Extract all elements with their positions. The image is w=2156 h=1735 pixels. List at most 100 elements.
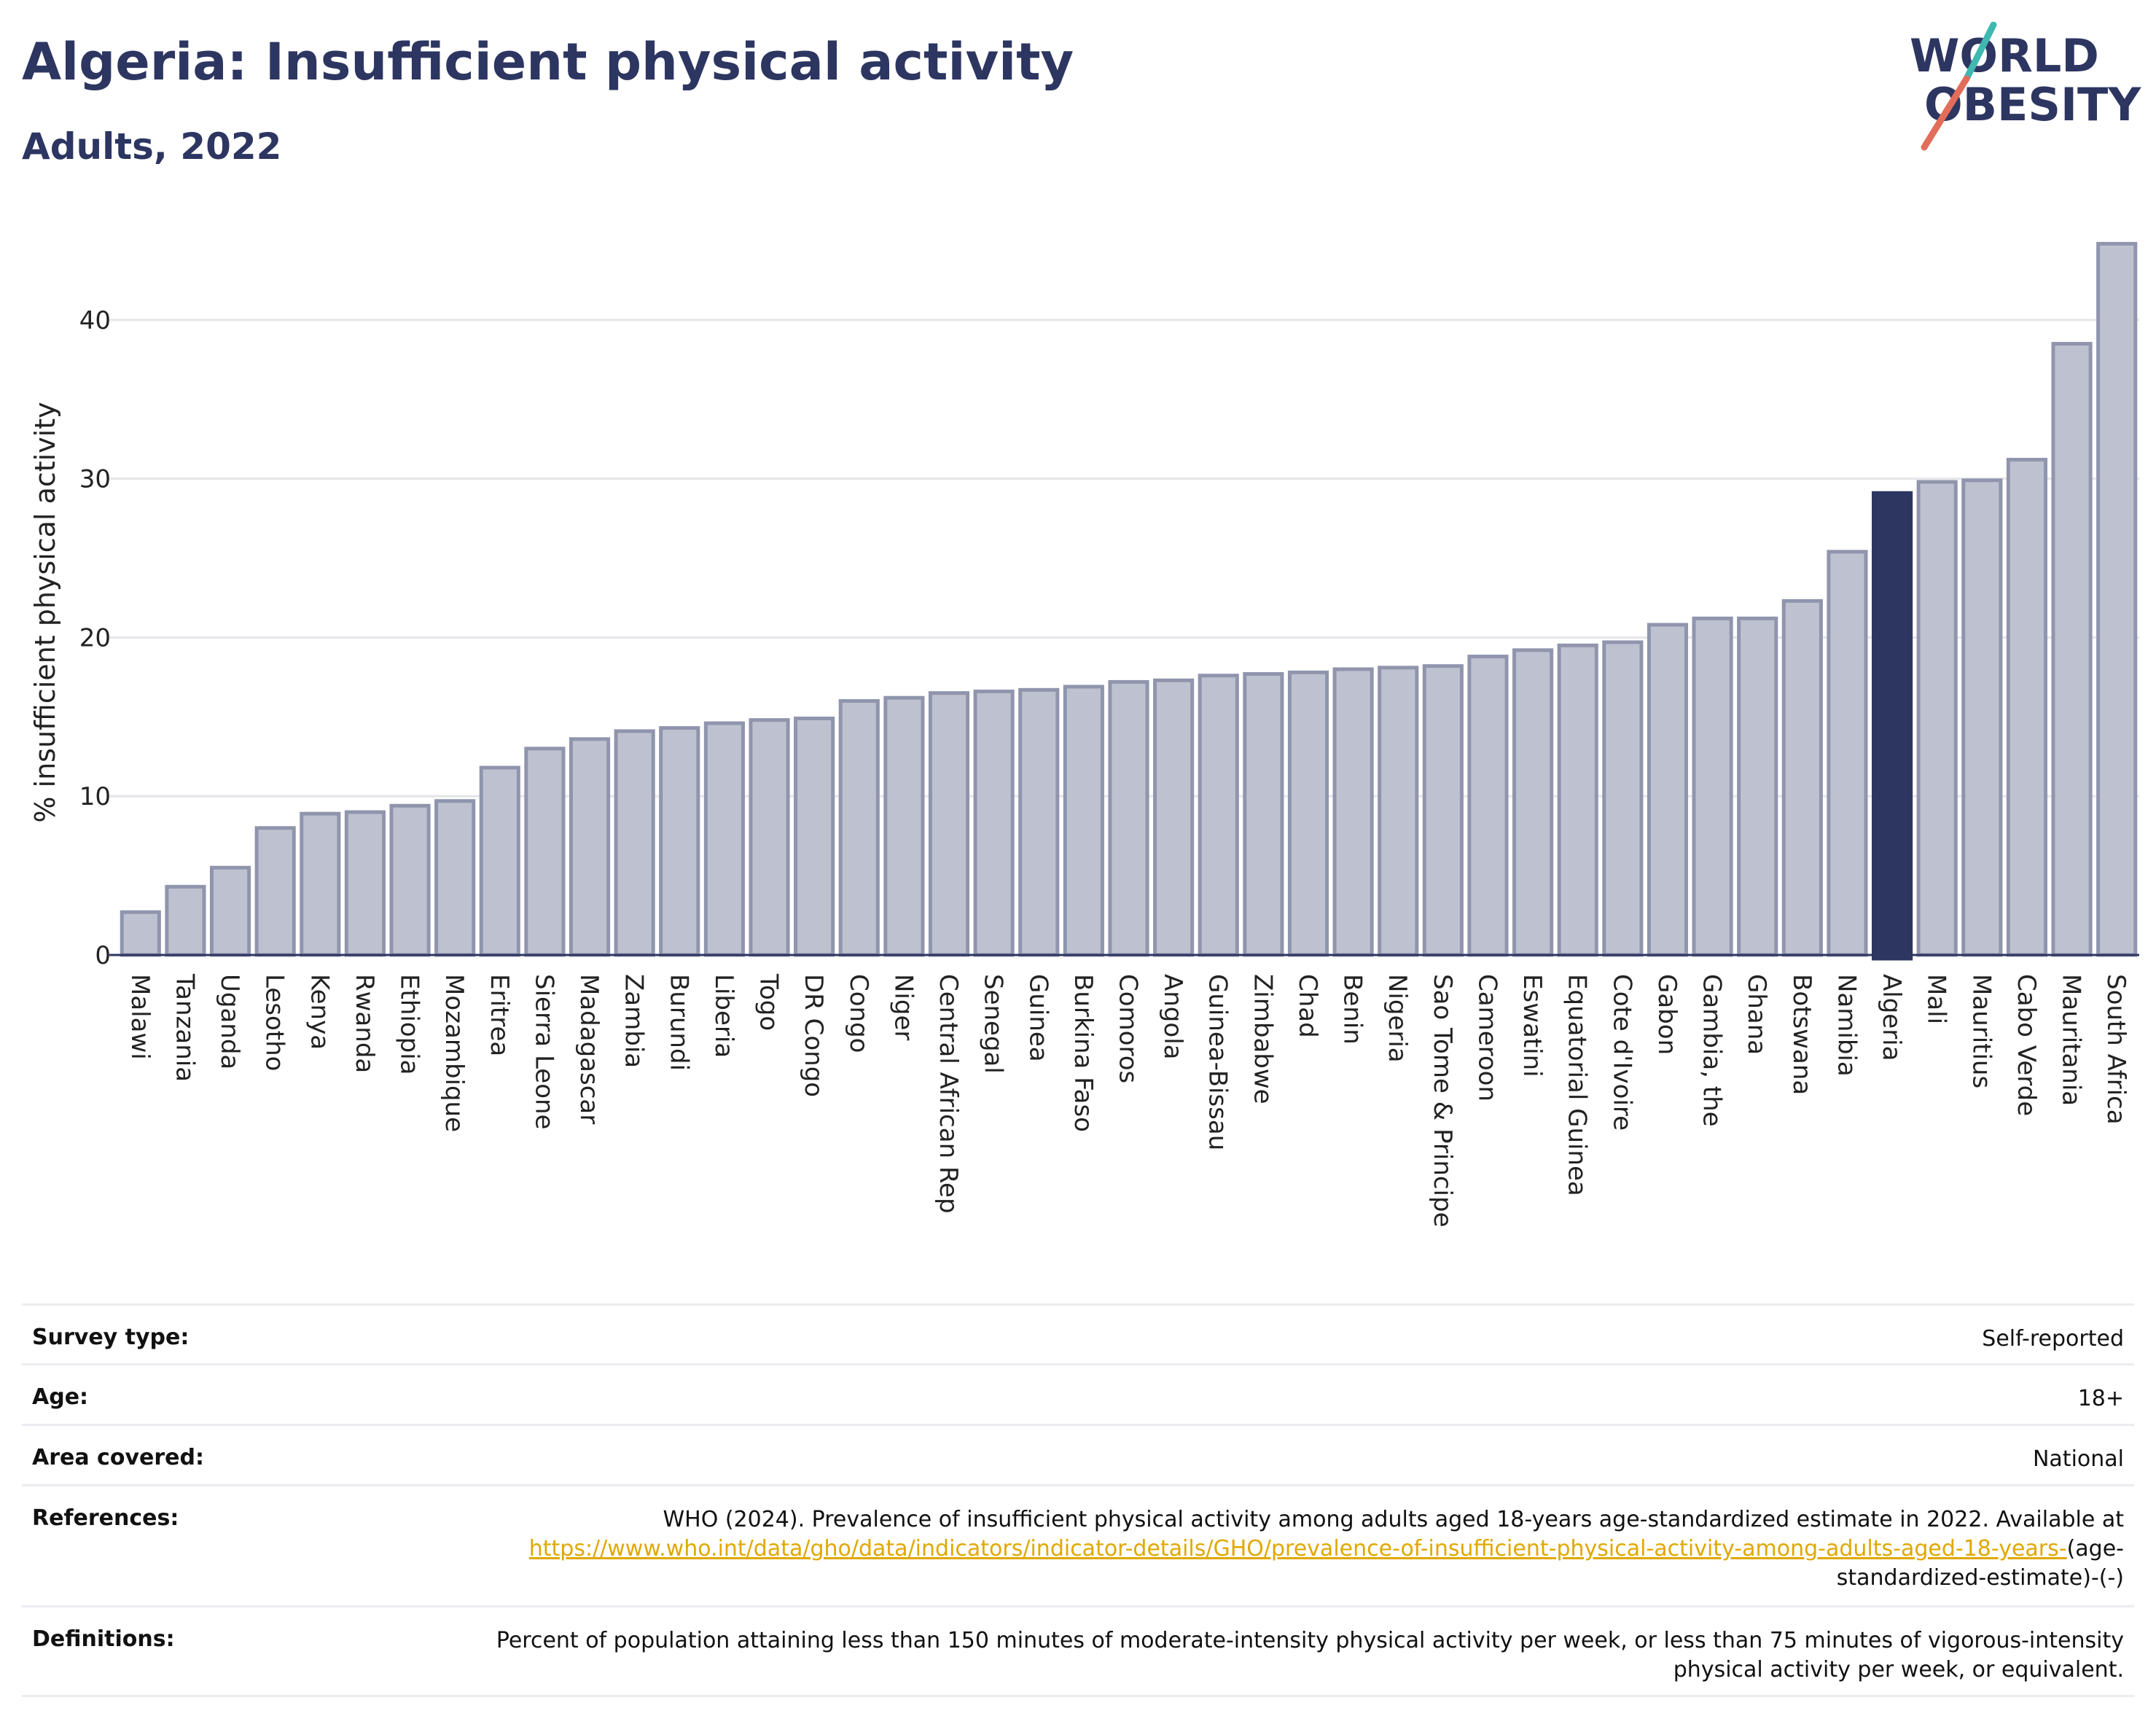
bar-burundi (659, 726, 700, 957)
bar-gambia-the (1692, 616, 1733, 957)
references-text: WHO (2024). Prevalence of insufficient p… (663, 1507, 2124, 1532)
bar-uganda (209, 865, 251, 957)
bar-liberia (703, 721, 745, 957)
area-covered-value: National (2032, 1446, 2124, 1472)
x-tick-label: Congo (844, 974, 873, 1053)
x-tick-label: Cote d'Ivoire (1607, 974, 1636, 1131)
bar-south-africa (2096, 241, 2138, 957)
y-axis-ticks: 0 10 20 30 40 (79, 306, 111, 970)
x-tick-label: Tanzania (170, 973, 199, 1082)
bar-benin (1332, 667, 1374, 957)
bar-tanzania (165, 884, 206, 957)
y-tick-label: 40 (79, 306, 111, 335)
x-tick-label: Burundi (664, 974, 693, 1071)
bar-angola (1153, 678, 1195, 957)
x-tick-label: Mozambique (440, 974, 469, 1132)
x-tick-label: Equatorial Guinea (1563, 974, 1592, 1196)
x-tick-label: Benin (1338, 974, 1367, 1045)
logo-slash-coral (1921, 75, 1970, 151)
x-tick-label: Cabo Verde (2012, 974, 2041, 1116)
x-tick-label: Algeria (1877, 974, 1906, 1061)
bar-dr-congo (794, 717, 835, 957)
logo-line-1: WORLD (1910, 29, 2099, 82)
bar-chad (1287, 670, 1329, 957)
references-suffix: (age-standardized-estimate)-(-) (1836, 1536, 2124, 1591)
x-tick-label: Gabon (1652, 974, 1682, 1055)
x-tick-label: South Africa (2101, 974, 2130, 1125)
x-tick-label: Eswatini (1518, 974, 1547, 1077)
bar-equatorial-guinea (1557, 643, 1598, 957)
survey-type-label: Survey type: (32, 1325, 190, 1350)
x-tick-label: Namibia (1832, 974, 1861, 1077)
bar-lesotho (254, 826, 296, 957)
bar-burkina-faso (1063, 685, 1104, 957)
x-tick-label: Madagascar (574, 974, 604, 1124)
x-tick-label: Ghana (1742, 974, 1771, 1055)
bar-mauritania (2051, 342, 2093, 957)
age-value: 18+ (2077, 1386, 2124, 1411)
x-tick-label: Eritrea (485, 974, 514, 1056)
bar-algeria (1872, 491, 1913, 961)
x-tick-label: Sierra Leone (529, 974, 558, 1129)
page-subtitle: Adults, 2022 (22, 125, 282, 168)
bar-guinea-bissau (1198, 674, 1239, 957)
area-covered-label: Area covered: (32, 1445, 204, 1470)
x-tick-label: Senegal (979, 974, 1008, 1074)
x-tick-label: Mauritius (1966, 974, 1996, 1088)
info-row-references: References: WHO (2024). Prevalence of in… (22, 1484, 2134, 1605)
bar-zimbabwe (1243, 672, 1284, 957)
bar-central-african-rep (928, 691, 970, 957)
bar-malawi (120, 910, 161, 957)
x-tick-label: Rwanda (350, 974, 379, 1073)
x-tick-label: Guinea (1023, 974, 1052, 1062)
bar-kenya (300, 811, 341, 957)
bar-congo (838, 699, 880, 957)
bar-ghana (1737, 616, 1778, 957)
bar-zambia (614, 729, 655, 957)
info-row-survey-type: Survey type: Self-reported (22, 1303, 2134, 1363)
bar-mauritius (1961, 478, 2003, 957)
x-tick-label: Burkina Faso (1069, 974, 1098, 1132)
x-tick-label: Angola (1158, 974, 1187, 1059)
info-table: Survey type: Self-reported Age: 18+ Area… (22, 1303, 2134, 1697)
logo-line-2: OBESITY (1924, 78, 2141, 131)
references-link[interactable]: https://www.who.int/data/gho/data/indica… (528, 1536, 2067, 1562)
y-tick-label: 30 (79, 465, 111, 494)
y-tick-label: 20 (79, 623, 111, 652)
x-tick-label: Guinea-Bissau (1203, 974, 1233, 1150)
bar-comoros (1108, 679, 1149, 957)
x-tick-label: Central African Rep (934, 974, 963, 1214)
age-label: Age: (32, 1384, 89, 1410)
definitions-label: Definitions: (32, 1626, 175, 1652)
y-tick-label: 0 (95, 941, 111, 970)
bar-eritrea (479, 765, 520, 957)
bar-namibia (1827, 550, 1868, 957)
x-tick-label: Mali (1922, 974, 1951, 1024)
logo-slash-teal (1963, 22, 1997, 82)
bar-gabon (1647, 623, 1689, 957)
x-tick-label: Mauritania (2057, 974, 2086, 1106)
x-tick-label: Sao Tome & Principe (1428, 974, 1457, 1228)
bar-cameroon (1467, 655, 1509, 957)
bar-mozambique (434, 799, 476, 957)
bar-cabo-verde (2006, 458, 2048, 957)
bar-guinea (1018, 687, 1060, 957)
bar-rwanda (344, 810, 386, 957)
bar-ethiopia (389, 803, 431, 957)
page-title: Algeria: Insufficient physical activity (22, 32, 1074, 92)
x-tick-label: Ethiopia (395, 974, 424, 1075)
bar-eswatini (1512, 648, 1554, 957)
info-row-area: Area covered: National (22, 1424, 2134, 1484)
bar-botswana (1781, 599, 1823, 957)
x-tick-label: Comoros (1114, 974, 1143, 1083)
info-row-age: Age: 18+ (22, 1363, 2134, 1424)
x-tick-label: Nigeria (1383, 974, 1412, 1063)
bar-sierra-leone (524, 746, 566, 957)
info-row-definitions: Definitions: Percent of population attai… (22, 1605, 2134, 1697)
x-tick-label: Niger (888, 974, 918, 1040)
x-tick-label: Uganda (215, 974, 244, 1069)
x-tick-label: DR Congo (799, 974, 828, 1097)
x-tick-label: Togo (754, 973, 784, 1031)
x-tick-label: Malawi (125, 974, 155, 1060)
x-tick-label: Lesotho (260, 974, 289, 1071)
